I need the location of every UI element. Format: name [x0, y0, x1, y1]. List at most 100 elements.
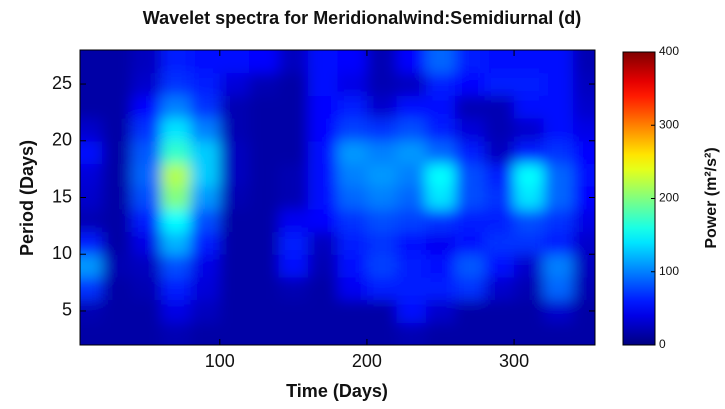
- heat-cell: [131, 140, 162, 164]
- colorbar: [622, 51, 656, 346]
- heat-cell: [572, 163, 595, 187]
- heat-cell: [278, 299, 309, 323]
- heat-cell: [425, 140, 456, 164]
- heat-cell: [190, 163, 221, 187]
- heat-cell: [396, 50, 427, 74]
- heat-cell: [190, 322, 221, 345]
- heat-cell: [366, 72, 397, 96]
- heat-cell: [543, 276, 574, 301]
- heat-cell: [484, 140, 515, 164]
- heat-cell: [572, 140, 595, 164]
- heat-cell: [425, 95, 456, 119]
- heat-cell: [160, 118, 191, 142]
- heat-cell: [131, 50, 162, 74]
- heat-cell: [219, 163, 250, 187]
- heat-cell: [308, 118, 338, 142]
- y-tick-label: 25: [52, 73, 72, 93]
- heat-cell: [543, 208, 574, 233]
- heat-cell: [160, 254, 191, 278]
- heat-cell: [102, 254, 132, 278]
- y-tick-label: 5: [62, 300, 72, 320]
- heat-cell: [484, 299, 515, 323]
- x-tick-label: 100: [205, 351, 235, 371]
- heat-cell: [455, 254, 486, 278]
- heat-cell: [514, 299, 544, 323]
- heat-cell: [190, 231, 221, 255]
- heat-cell: [366, 186, 397, 210]
- heat-cell: [514, 186, 544, 210]
- heat-cell: [543, 322, 574, 345]
- heat-cell: [219, 231, 250, 255]
- heat-cell: [190, 254, 221, 278]
- heat-cell: [249, 299, 280, 323]
- heat-cell: [160, 299, 191, 323]
- heat-cell: [160, 163, 191, 187]
- heat-cell: [219, 118, 250, 142]
- heat-cell: [131, 254, 162, 278]
- heat-cell: [80, 208, 103, 233]
- y-tick-label: 15: [52, 186, 72, 206]
- heat-cell: [219, 299, 250, 323]
- heat-cell: [190, 186, 221, 210]
- heat-cell: [308, 50, 338, 74]
- heat-cell: [514, 118, 544, 142]
- heat-cell: [190, 95, 221, 119]
- heat-cell: [249, 118, 280, 142]
- heat-cell: [102, 299, 132, 323]
- heat-cell: [278, 118, 309, 142]
- heat-cell: [131, 95, 162, 119]
- chart-title: Wavelet spectra for Meridionalwind:Semid…: [143, 8, 581, 28]
- heat-cell: [131, 231, 162, 255]
- heat-cell: [249, 186, 280, 210]
- heat-cell: [80, 50, 103, 74]
- heat-cell: [543, 163, 574, 187]
- heat-cell: [190, 72, 221, 96]
- heat-cell: [396, 254, 427, 278]
- heat-cell: [308, 208, 338, 233]
- heat-cell: [484, 254, 515, 278]
- heat-cell: [396, 72, 427, 96]
- heat-cell: [572, 276, 595, 301]
- heat-cell: [102, 186, 132, 210]
- heat-cell: [80, 140, 103, 164]
- heat-cell: [425, 276, 456, 301]
- heat-cell: [484, 276, 515, 301]
- heat-cell: [278, 231, 309, 255]
- heat-cell: [160, 50, 191, 74]
- heat-cell: [396, 208, 427, 233]
- y-tick-label: 20: [52, 130, 72, 150]
- heat-cell: [366, 322, 397, 345]
- heat-cell: [337, 118, 368, 142]
- heat-cell: [514, 95, 544, 119]
- heat-cell: [131, 118, 162, 142]
- heat-cell: [366, 95, 397, 119]
- heat-cell: [219, 208, 250, 233]
- heat-cell: [396, 231, 427, 255]
- heat-cell: [219, 254, 250, 278]
- heat-cell: [455, 208, 486, 233]
- heat-cell: [337, 299, 368, 323]
- heat-cell: [337, 72, 368, 96]
- heat-cell: [396, 118, 427, 142]
- heat-cell: [308, 72, 338, 96]
- heat-cell: [396, 299, 427, 323]
- heat-cell: [455, 140, 486, 164]
- heat-cell: [366, 208, 397, 233]
- heat-cell: [80, 163, 103, 187]
- heat-cell: [514, 140, 544, 164]
- heat-cell: [249, 95, 280, 119]
- heat-cell: [219, 50, 250, 74]
- heat-cell: [396, 163, 427, 187]
- heat-cell: [337, 208, 368, 233]
- heat-cell: [514, 72, 544, 96]
- heat-cell: [102, 118, 132, 142]
- heat-cell: [572, 254, 595, 278]
- heat-cell: [572, 72, 595, 96]
- heat-cell: [455, 299, 486, 323]
- heat-cell: [484, 50, 515, 74]
- x-axis-label: Time (Days): [286, 381, 388, 401]
- heat-cell: [160, 186, 191, 210]
- colorbar-tick-label: 200: [659, 191, 679, 205]
- heat-cell: [484, 231, 515, 255]
